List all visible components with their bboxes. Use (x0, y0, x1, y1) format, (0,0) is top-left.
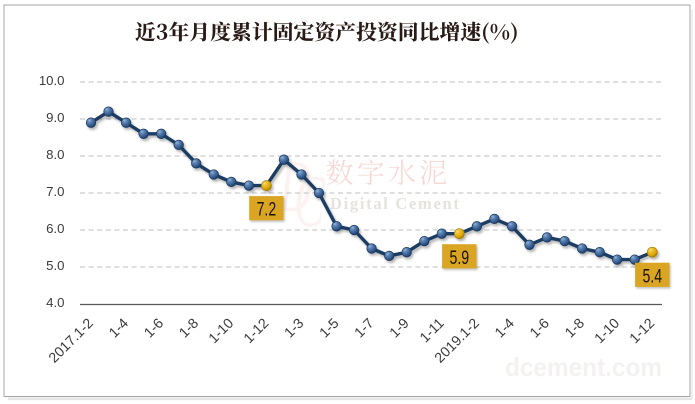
svg-text:7.2: 7.2 (257, 200, 277, 221)
svg-text:4.0: 4.0 (46, 295, 64, 310)
svg-text:Digital Cement: Digital Cement (330, 194, 461, 213)
svg-text:dcement.com: dcement.com (505, 352, 662, 382)
svg-text:9.0: 9.0 (46, 110, 64, 125)
svg-text:6.0: 6.0 (46, 221, 64, 236)
svg-text:7.0: 7.0 (46, 184, 64, 199)
svg-text:5.9: 5.9 (450, 248, 470, 269)
svg-text:8.0: 8.0 (46, 147, 64, 162)
svg-text:10.0: 10.0 (39, 73, 65, 88)
svg-text:5.0: 5.0 (46, 258, 64, 273)
svg-text:5.4: 5.4 (643, 266, 663, 287)
